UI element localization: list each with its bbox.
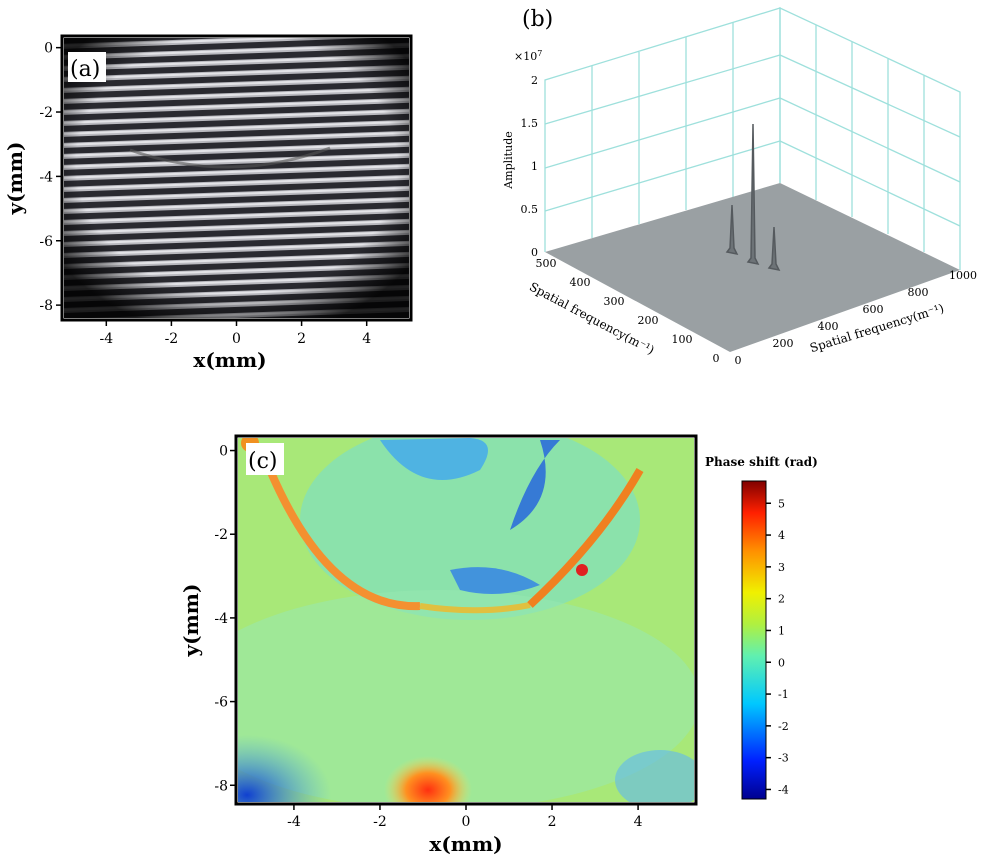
- panel-b-y-tick: 200: [638, 314, 659, 327]
- panel-a-y-tick: -2: [39, 105, 53, 121]
- panel-b: (b) ×107 0 0.5 1 1.5 2 Amplitude 0 100 200 300 4…: [502, 6, 978, 367]
- panel-b-zscale: ×107: [514, 49, 542, 63]
- panel-c-ylabel: y(mm): [179, 584, 203, 658]
- panel-c-y-tick: -2: [214, 527, 228, 543]
- panel-c-yticks: 0 -2 -4 -6 -8: [214, 444, 236, 794]
- panel-c-label: (c): [248, 449, 278, 474]
- colorbar-value-tick: 3: [778, 561, 785, 574]
- colorbar-value-tick: 5: [778, 497, 785, 510]
- panel-b-x-tick: 800: [908, 286, 929, 299]
- colorbar-value-tick: 0: [778, 656, 785, 669]
- panel-c-y-tick: -8: [214, 778, 228, 794]
- panel-a-x-tick: -2: [165, 331, 179, 347]
- panel-b-x-tick: 200: [773, 337, 794, 350]
- panel-a-y-tick: 0: [44, 41, 53, 57]
- panel-c-x-tick: -4: [287, 814, 301, 830]
- panel-b-z-tick: 0.5: [521, 203, 539, 216]
- panel-b-zticks: 0 0.5 1 1.5 2: [521, 74, 539, 259]
- panel-b-xticks: 0 200 400 600 800 1000: [735, 269, 978, 367]
- panel-b-x-tick: 1000: [949, 269, 977, 282]
- panel-a-y-tick: -6: [39, 234, 53, 250]
- panel-b-zlabel: Amplitude: [502, 131, 515, 190]
- panel-b-surface: [545, 183, 960, 352]
- panel-c-y-tick: 0: [219, 444, 228, 460]
- panel-a-x-tick: -4: [99, 331, 113, 347]
- panel-b-y-tick: 300: [604, 295, 625, 308]
- panel-c-xticks: -4 -2 0 2 4: [287, 804, 643, 830]
- colorbar: [741, 480, 767, 800]
- panel-c-xlabel: x(mm): [429, 832, 502, 856]
- panel-a-xticks: -4 -2 0 2 4: [99, 320, 371, 347]
- phase-map: [238, 438, 694, 802]
- panel-c-y-tick: -4: [214, 611, 228, 627]
- colorbar-ticks: 5 4 3 2 1 0 -1 -2 -3 -4: [766, 497, 789, 796]
- colorbar-value-tick: -2: [778, 720, 789, 733]
- panel-a-xlabel: x(mm): [193, 348, 266, 372]
- colorbar-title: Phase shift (rad): [705, 455, 818, 469]
- panel-b-z-tick: 2: [531, 74, 538, 87]
- panel-b-z-tick: 1: [531, 160, 538, 173]
- panel-b-x-tick: 400: [818, 320, 839, 333]
- colorbar-value-tick: 2: [778, 593, 785, 606]
- panel-b-y-tick: 100: [672, 333, 693, 346]
- panel-b-y-tick: 400: [570, 276, 591, 289]
- panel-b-y-tick: 0: [713, 352, 720, 365]
- panel-c-y-tick: -6: [214, 695, 228, 711]
- panel-a-x-tick: 4: [362, 331, 371, 347]
- panel-a-label: (a): [70, 57, 100, 82]
- panel-a-x-tick: 2: [297, 331, 306, 347]
- panel-a-y-tick: -4: [39, 169, 53, 185]
- panel-a-y-tick: -8: [39, 298, 53, 314]
- panel-b-gridbox: [544, 6, 961, 270]
- colorbar-value-tick: -4: [778, 783, 789, 796]
- panel-c: (c) -4 -2 0 2 4 0 -2 -4 -6 -8 x(mm) y(mm) Phase …: [179, 434, 818, 856]
- panel-b-yticks: 0 100 200 300 400 500: [536, 257, 720, 365]
- panel-a: (a) -4 -2 0 2 4 0 -2 -4 -6 -8 x(mm) y(mm): [3, 34, 413, 372]
- panel-c-x-tick: 4: [634, 814, 643, 830]
- colorbar-value-tick: 4: [778, 529, 785, 542]
- colorbar-value-tick: -3: [778, 752, 789, 765]
- panel-b-peaks: [725, 123, 781, 272]
- panel-b-z-tick: 0: [531, 246, 538, 259]
- peak-left: [725, 204, 739, 256]
- panel-b-label: (b): [522, 7, 553, 32]
- panel-b-x-tick: 0: [735, 354, 742, 367]
- panel-a-ylabel: y(mm): [3, 142, 27, 216]
- panel-c-x-tick: 2: [548, 814, 557, 830]
- colorbar-value-tick: 1: [778, 624, 785, 637]
- panel-b-z-tick: 1.5: [521, 117, 539, 130]
- panel-a-yticks: 0 -2 -4 -6 -8: [39, 41, 62, 314]
- peak-right: [767, 226, 781, 272]
- panel-a-x-tick: 0: [232, 331, 241, 347]
- panel-c-x-tick: 0: [462, 814, 471, 830]
- panel-b-y-tick: 500: [536, 257, 557, 270]
- panel-b-x-tick: 600: [863, 303, 884, 316]
- panel-c-x-tick: -2: [373, 814, 387, 830]
- colorbar-value-tick: -1: [778, 688, 789, 701]
- peak-center: [746, 123, 760, 266]
